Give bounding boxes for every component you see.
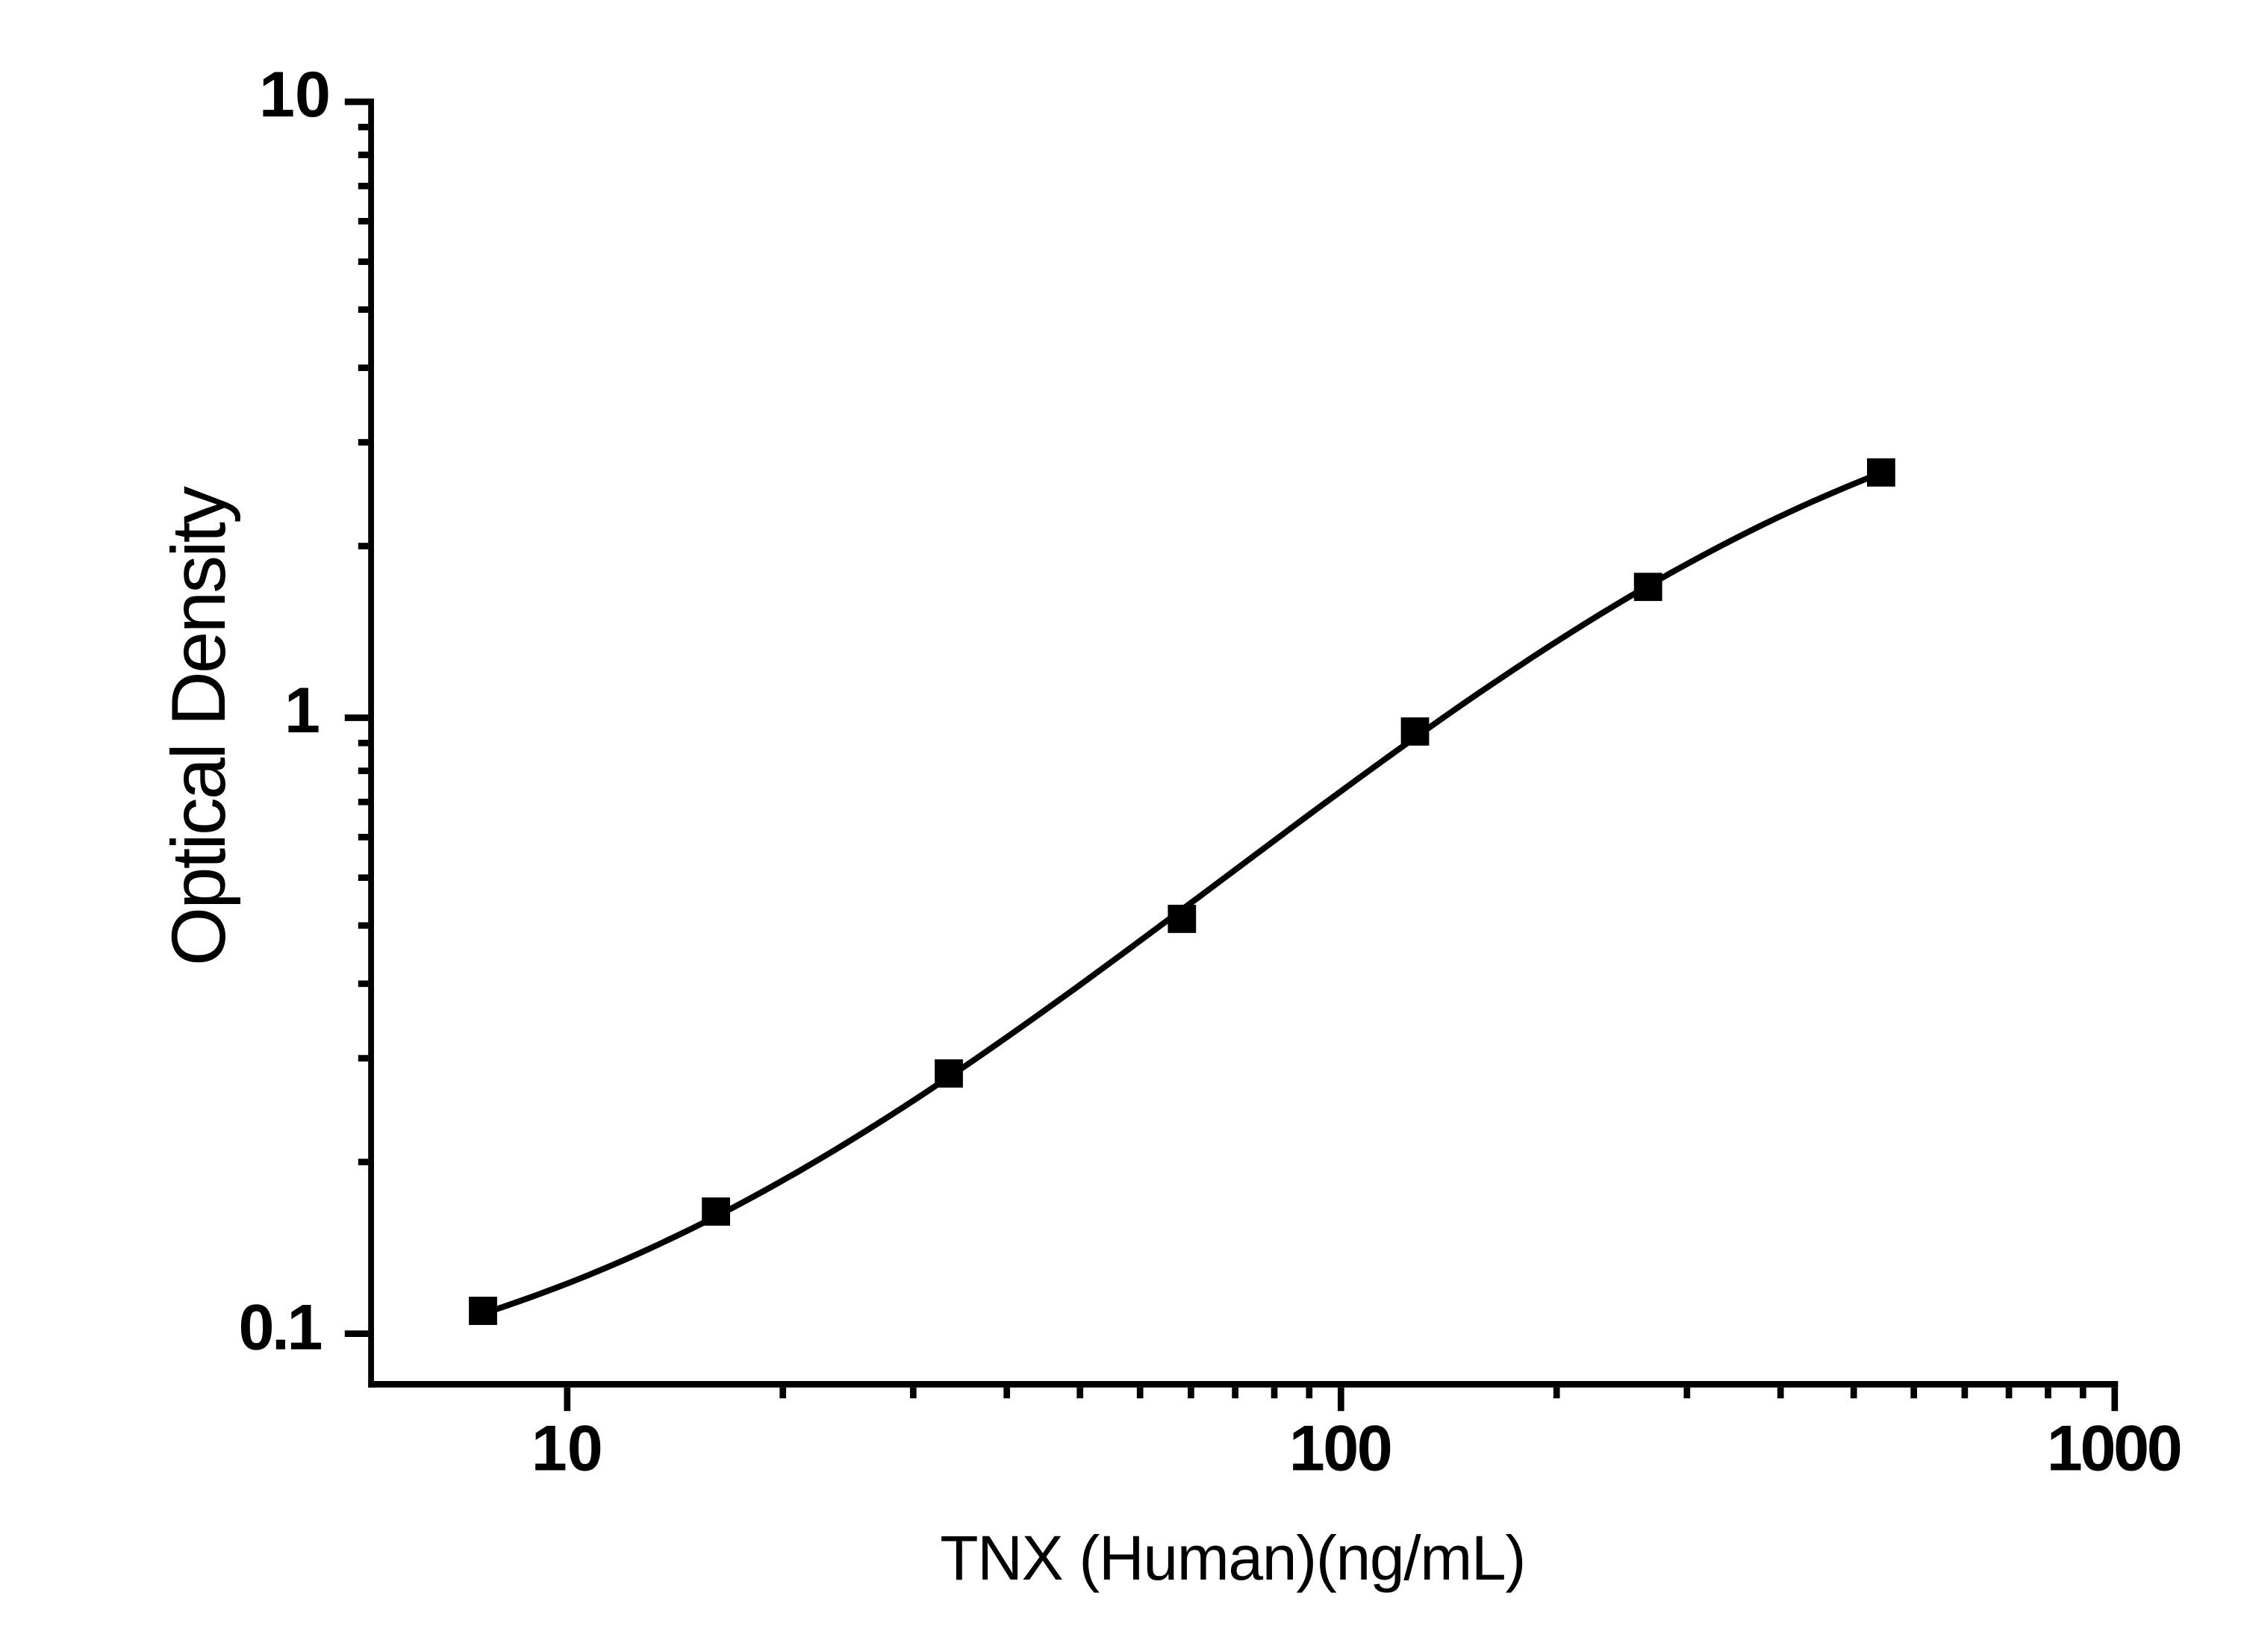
svg-text:TNX (Human)(ng/mL): TNX (Human)(ng/mL) [940, 1523, 1526, 1593]
svg-text:10: 10 [532, 1413, 603, 1485]
svg-text:0.1: 0.1 [239, 1291, 323, 1363]
svg-text:Optical Density: Optical Density [156, 486, 241, 966]
svg-text:1: 1 [284, 675, 320, 746]
svg-text:10: 10 [259, 59, 331, 131]
svg-text:1000: 1000 [2047, 1413, 2183, 1485]
svg-text:100: 100 [1289, 1413, 1393, 1485]
